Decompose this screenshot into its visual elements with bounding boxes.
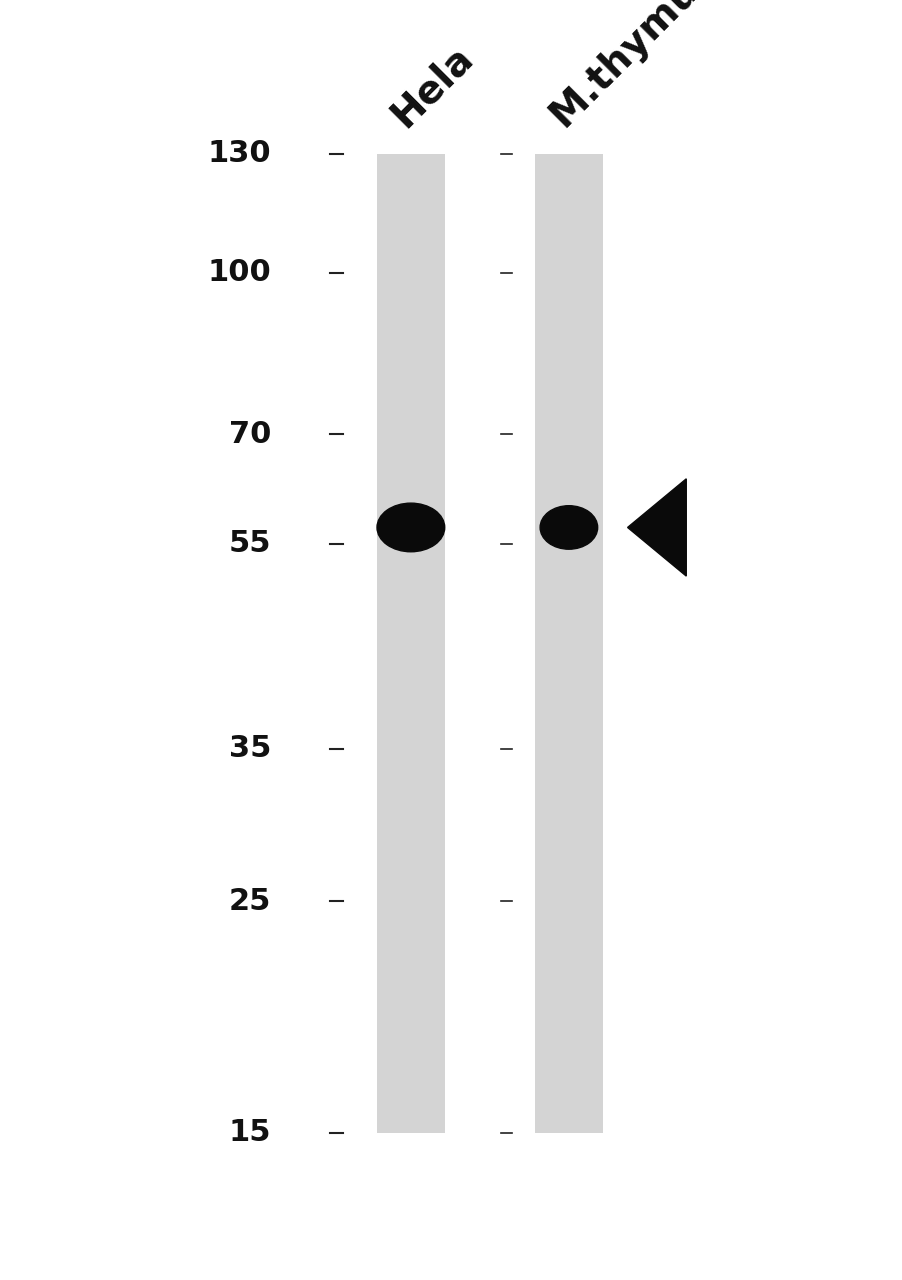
Ellipse shape (539, 506, 597, 549)
Text: 15: 15 (228, 1119, 271, 1147)
Bar (534, 154, 602, 1133)
Text: 55: 55 (228, 529, 271, 558)
Polygon shape (627, 479, 686, 576)
Text: 35: 35 (228, 735, 271, 763)
Text: 100: 100 (207, 259, 271, 287)
Text: 70: 70 (228, 420, 271, 449)
Text: M.thymus: M.thymus (541, 0, 722, 134)
Bar (377, 154, 445, 1133)
Text: 130: 130 (207, 140, 271, 168)
Text: Hela: Hela (383, 38, 480, 134)
Text: 25: 25 (228, 887, 271, 915)
Ellipse shape (377, 503, 445, 552)
